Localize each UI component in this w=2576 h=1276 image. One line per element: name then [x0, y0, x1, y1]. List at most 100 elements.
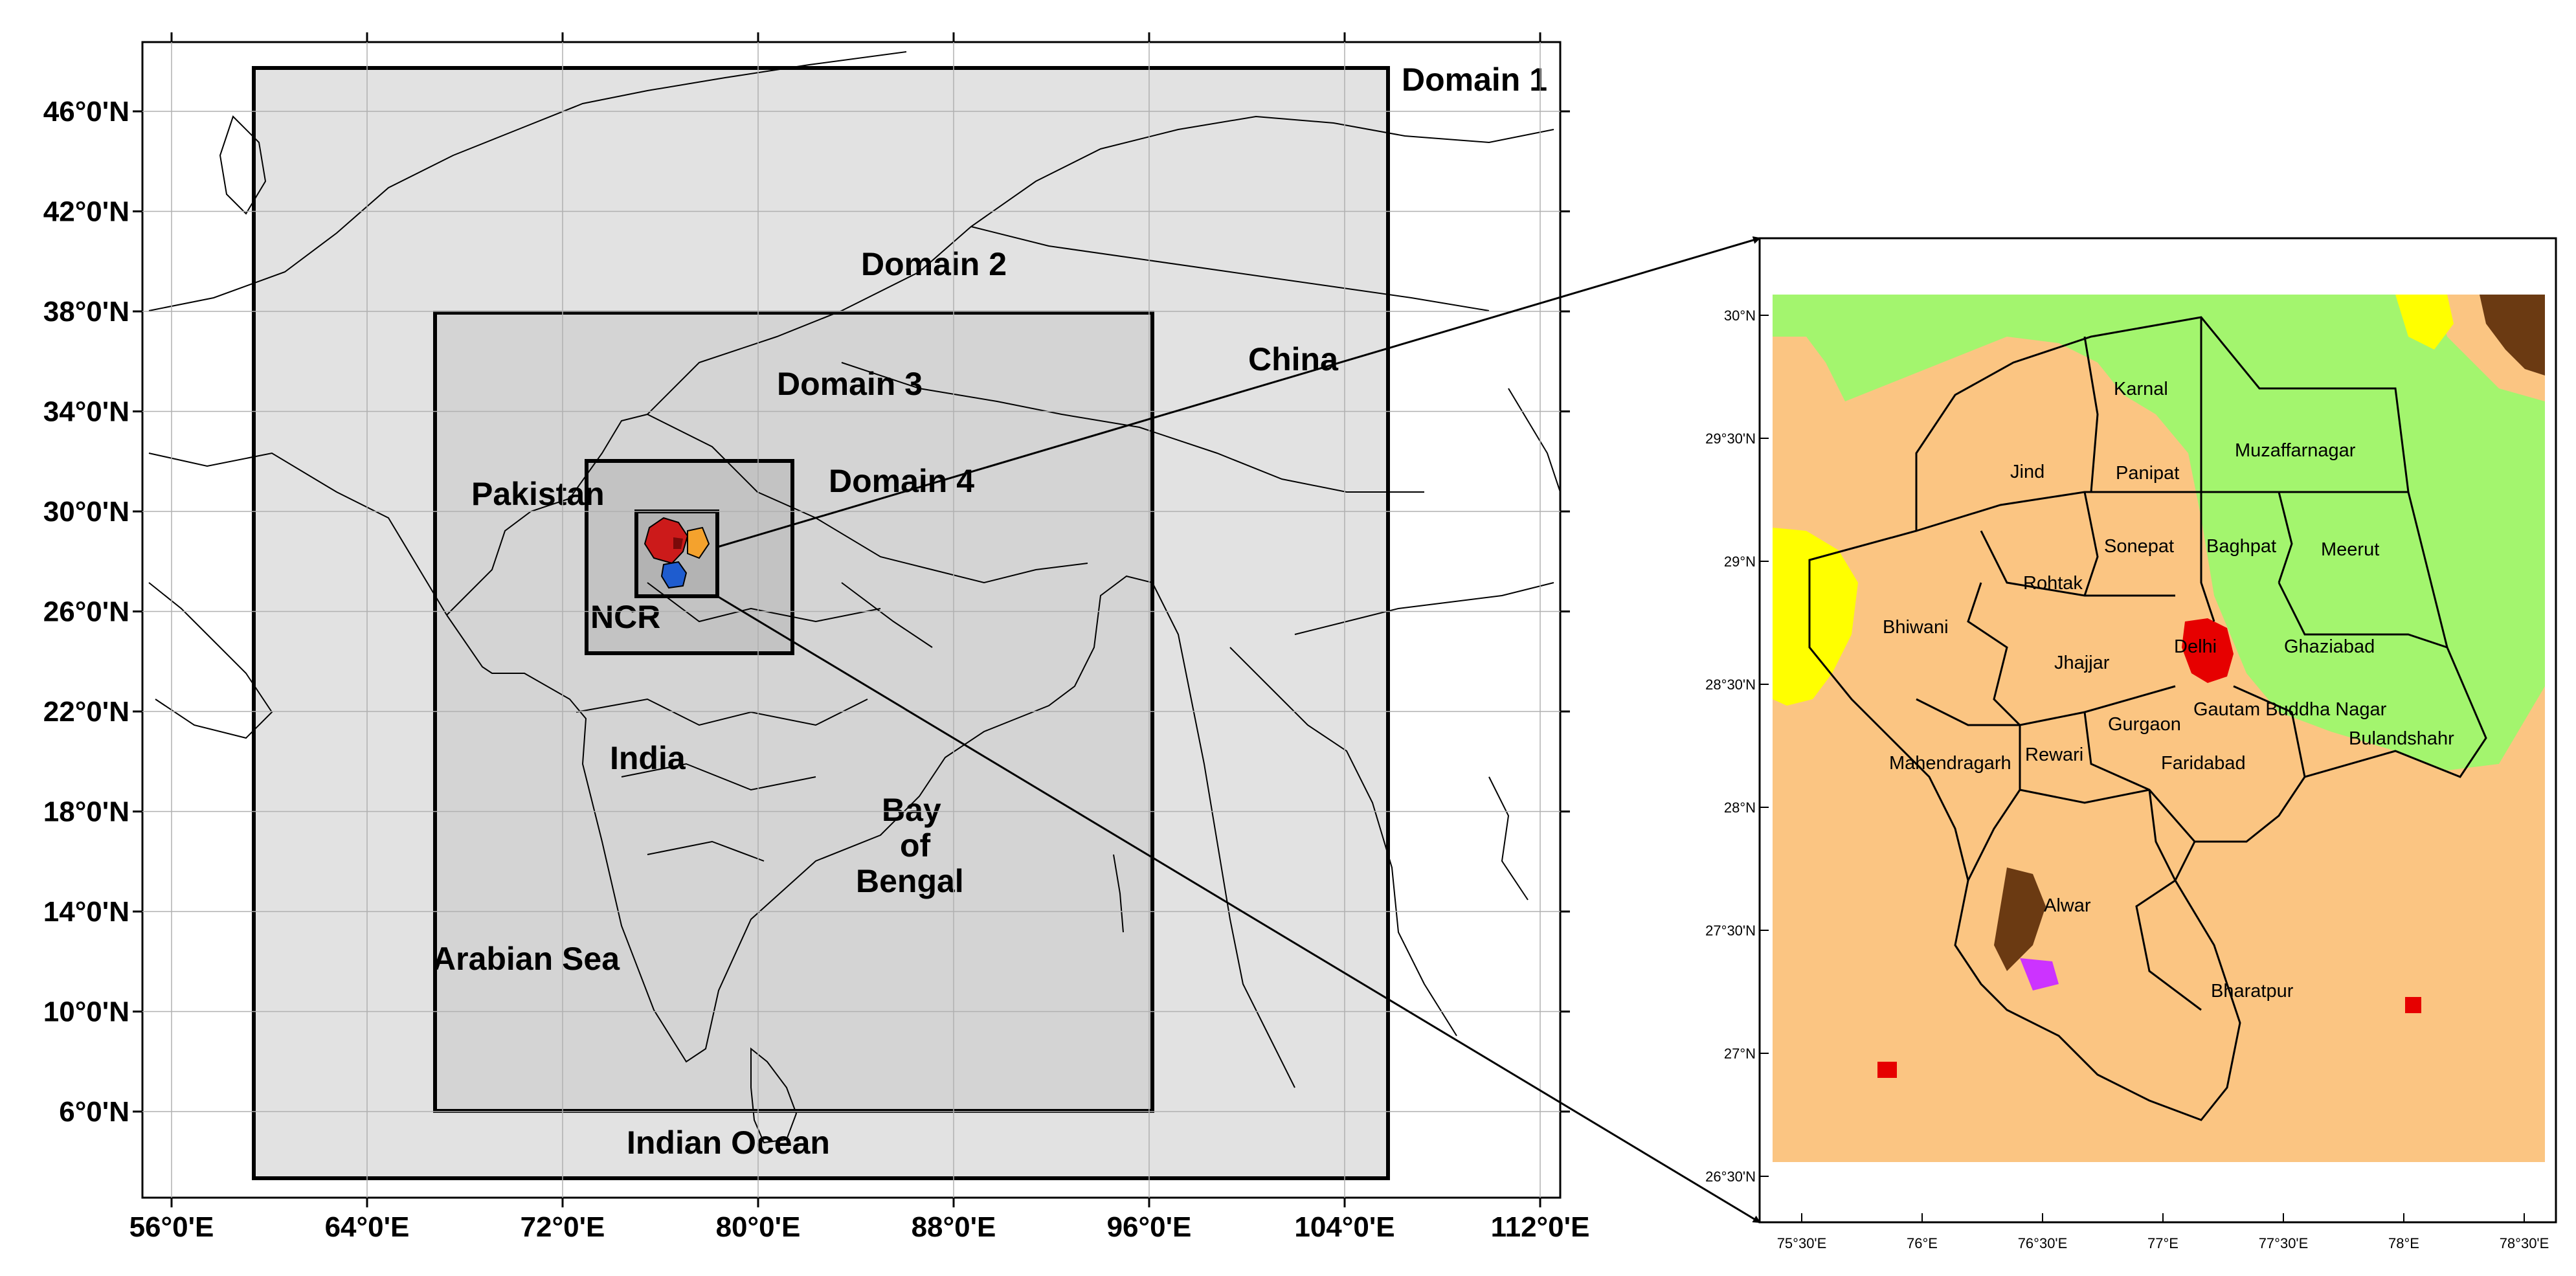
urban-delhi [2182, 618, 2234, 683]
inset-map: Karnal Jind Panipat Muzaffarnagar Sonepa… [1705, 237, 2557, 1251]
d-line-9 [2233, 685, 2306, 778]
label-pakistan: Pakistan [471, 476, 605, 512]
inset-lat-label: 28°N [1724, 800, 1756, 816]
urban-patch-sw [1877, 1062, 1897, 1078]
main-axis-ticks: 46°0'N 42°0'N 38°0'N 34°0'N 30°0'N 26°0'N 22°0… [43, 32, 1590, 1243]
lon-tick-label: 72°0'E [521, 1211, 605, 1243]
lon-tick-label: 112°0'E [1491, 1211, 1590, 1243]
southeast-asia [1152, 582, 1295, 1088]
district-bharatpur: Bharatpur [2211, 981, 2294, 1002]
iran-afghan [148, 452, 447, 616]
shrub-west [1773, 528, 1858, 706]
south-china-coast [1294, 582, 1554, 635]
lat-tick-label: 42°0'N [43, 196, 129, 228]
district-ghaziabad: Ghaziabad [2284, 636, 2375, 657]
ncr-region [644, 517, 710, 589]
lat-tick-label: 26°0'N [43, 596, 129, 628]
domain-3-label: Domain 3 [777, 366, 923, 402]
district-bulandshahr: Bulandshahr [2349, 728, 2454, 749]
pakistan-border [446, 414, 648, 616]
d-line-14 [2135, 879, 2202, 1011]
himalaya-border [647, 414, 1088, 584]
inset-lat-label: 27°N [1724, 1046, 1756, 1062]
india-outline [446, 575, 1153, 1063]
domain-1-label: Domain 1 [1402, 62, 1547, 98]
d-line-15 [2278, 491, 2293, 583]
district-jhajjar: Jhajjar [2054, 653, 2110, 673]
lat-tick-label: 10°0'N [43, 996, 129, 1028]
label-china: China [1248, 341, 1339, 377]
label-of: of [900, 827, 931, 864]
label-bengal: Bengal [856, 863, 964, 899]
lon-tick-label: 88°0'E [912, 1211, 996, 1243]
lon-tick-label: 104°0'E [1294, 1211, 1394, 1243]
inset-lon-label: 77°30'E [2259, 1235, 2309, 1251]
mongolia-lines [970, 226, 1490, 311]
d-line-8 [2278, 582, 2448, 649]
inset-lon-label: 77°E [2147, 1235, 2178, 1251]
caspian [219, 115, 267, 215]
lon-tick-label: 96°0'E [1107, 1211, 1192, 1243]
central-asia [148, 51, 907, 311]
connector-arrow-top [717, 236, 1761, 548]
lat-tick-label: 46°0'N [43, 96, 129, 128]
domain-2-label: Domain 2 [861, 246, 1007, 282]
philippines [1488, 776, 1529, 901]
state-lines [576, 582, 933, 862]
inset-lon-label: 76°30'E [2018, 1235, 2068, 1251]
arabia-coast [148, 582, 273, 739]
district-boundaries [1808, 316, 2487, 1121]
d-line-6 [2083, 491, 2099, 596]
barren-alwar [1994, 867, 2046, 971]
label-india: India [610, 740, 686, 776]
ncr-blue [660, 561, 688, 589]
district-mahendragarh: Mahendragarh [1889, 753, 2011, 774]
label-bay: Bay [882, 792, 941, 828]
d-line-2 [2083, 336, 2099, 493]
district-bhiwani: Bhiwani [1883, 617, 1949, 638]
district-rohtak: Rohtak [2023, 573, 2083, 594]
inset-lat-label: 28°30'N [1705, 677, 1756, 693]
lon-tick-label: 80°0'E [716, 1211, 801, 1243]
label-ncr: NCR [590, 599, 660, 635]
inset-lat-label: 26°30'N [1705, 1169, 1756, 1185]
district-delhi: Delhi [2174, 636, 2217, 657]
district-muzaffarnagar: Muzaffarnagar [2235, 440, 2356, 461]
label-arabian-sea: Arabian Sea [432, 941, 620, 977]
inset-lat-label: 29°N [1724, 554, 1756, 570]
main-map: Domain 1 Domain 2 Domain 3 Domain 4 Paki… [43, 32, 1590, 1243]
ncr-darkred [673, 537, 683, 549]
lat-tick-label: 14°0'N [43, 896, 129, 928]
andaman [1113, 854, 1124, 933]
d-line-12 [1967, 789, 2021, 881]
china-north [647, 115, 1554, 415]
district-rewari: Rewari [2025, 744, 2083, 765]
lat-tick-label: 30°0'N [43, 496, 129, 528]
d-line-1 [1916, 491, 2201, 532]
district-panipat: Panipat [2116, 463, 2179, 484]
district-faridabad: Faridabad [2161, 753, 2246, 774]
coastlines [148, 51, 1560, 1144]
district-alwar: Alwar [2044, 895, 2091, 916]
graticule [142, 42, 1560, 1198]
connector-arrow-bottom [717, 595, 1761, 1224]
inset-lon-label: 78°E [2388, 1235, 2419, 1251]
district-sonepat: Sonepat [2104, 536, 2174, 557]
lat-tick-label: 38°0'N [43, 296, 129, 328]
district-gurgaon: Gurgaon [2108, 714, 2181, 735]
inset-lat-label: 29°30'N [1705, 431, 1756, 447]
lon-tick-label: 56°0'E [129, 1211, 214, 1243]
ncr-orange [687, 526, 710, 559]
ncr-red [644, 517, 689, 565]
inset-lat-label: 30°N [1724, 308, 1756, 324]
d-line-11 [1916, 698, 2150, 804]
indochina [1229, 647, 1457, 1036]
tibet-lines [841, 362, 1424, 493]
sri-lanka [750, 1047, 798, 1144]
domain-4-label: Domain 4 [829, 463, 974, 499]
d-line-13 [2148, 789, 2177, 881]
d-line-10 [2083, 711, 2196, 842]
inset-axis-ticks: 30°N 29°30'N 29°N 28°30'N 28°N 27°30'N 27°N 26°… [1705, 308, 2549, 1251]
ncr-outline [1808, 316, 2487, 1121]
